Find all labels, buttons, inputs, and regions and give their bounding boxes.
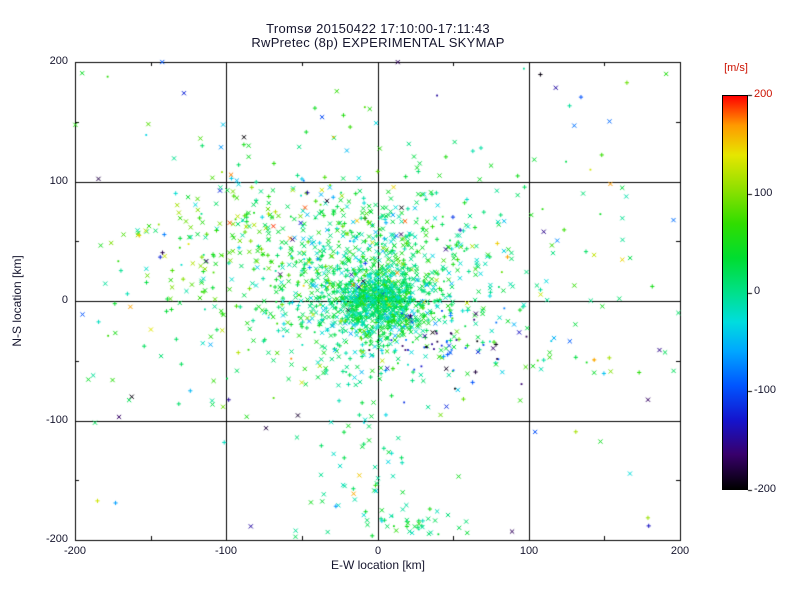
colorbar-tick-label: -200 xyxy=(754,483,777,495)
x-axis-label: E-W location [km] xyxy=(330,558,426,572)
x-tick-label: 100 xyxy=(519,545,539,557)
x-tick-label: -200 xyxy=(63,545,87,557)
y-tick-label: 100 xyxy=(49,175,68,187)
y-tick-label: 0 xyxy=(61,294,68,306)
colorbar-tick-label: 100 xyxy=(754,187,773,199)
x-tick-label: 0 xyxy=(374,545,382,557)
x-tick-label: -100 xyxy=(214,545,238,557)
colorbar-tick-label: -100 xyxy=(754,384,777,396)
y-tick-label: -100 xyxy=(45,414,68,426)
colorbar-gradient xyxy=(722,95,748,490)
colorbar-units-label: [m/s] xyxy=(724,62,748,74)
plot-subtitle: RwPretec (8p) EXPERIMENTAL SKYMAP xyxy=(251,35,505,50)
x-tick-label: 200 xyxy=(670,545,690,557)
colorbar-tick-label: 200 xyxy=(754,88,773,100)
colorbar-tick-label: 0 xyxy=(754,285,761,297)
y-tick-label: 200 xyxy=(49,55,68,67)
plot-title: Tromsø 20150422 17:10:00-17:11:43 xyxy=(266,21,490,36)
y-tick-label: -200 xyxy=(45,533,68,545)
y-axis-label: N-S location [km] xyxy=(10,255,24,347)
